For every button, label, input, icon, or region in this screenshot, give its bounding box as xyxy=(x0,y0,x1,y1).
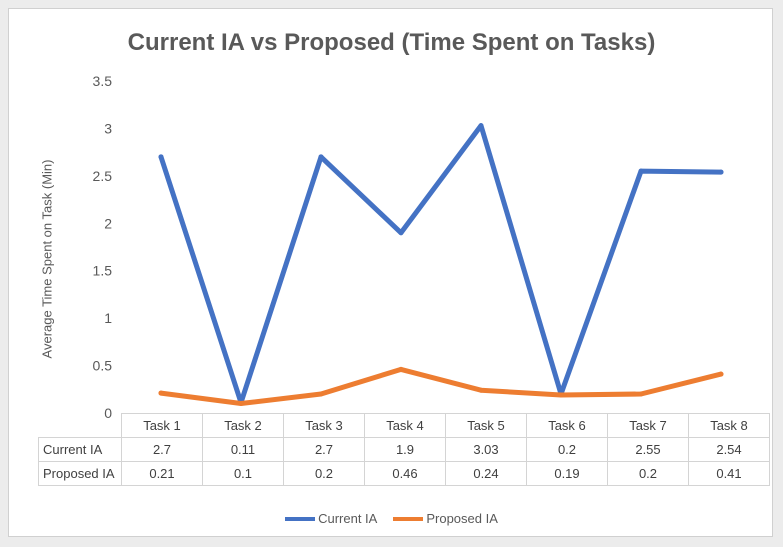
legend-item-proposed-ia: Proposed IA xyxy=(393,511,498,526)
y-tick-label: 0 xyxy=(104,405,112,421)
legend-label: Proposed IA xyxy=(426,511,498,526)
y-tick-label: 3.5 xyxy=(93,73,113,89)
table-row: Proposed IA 0.21 0.1 0.2 0.46 0.24 0.19 … xyxy=(38,461,770,486)
data-point xyxy=(558,392,564,398)
data-label: 0.1 xyxy=(202,461,284,486)
y-tick-label: 0.5 xyxy=(93,358,113,374)
table-corner xyxy=(38,413,122,438)
legend-label: Current IA xyxy=(318,511,378,526)
y-tick-label: 3 xyxy=(104,120,112,136)
data-label: 0.19 xyxy=(526,461,608,486)
table-category: Task 2 xyxy=(202,413,284,438)
y-tick-label: 1 xyxy=(104,310,112,326)
table-category: Task 4 xyxy=(364,413,446,438)
chart-title: Current IA vs Proposed (Time Spent on Ta… xyxy=(127,29,656,56)
legend-item-current-ia: Current IA xyxy=(285,511,377,526)
data-point xyxy=(238,401,244,407)
data-point xyxy=(718,371,724,377)
data-point xyxy=(398,366,404,372)
series-name-cell: Current IA xyxy=(38,437,122,462)
data-label: 0.41 xyxy=(688,461,770,486)
table-category: Task 6 xyxy=(526,413,608,438)
data-point xyxy=(638,168,644,174)
data-label: 2.55 xyxy=(607,437,689,462)
data-point xyxy=(638,391,644,397)
series-line xyxy=(158,366,724,406)
data-point xyxy=(318,154,324,160)
y-tick-label: 2 xyxy=(104,215,112,231)
chart-frame: Current IA vs Proposed (Time Spent on Ta… xyxy=(8,8,773,537)
data-point xyxy=(478,387,484,393)
table-category: Task 1 xyxy=(121,413,203,438)
table-category: Task 3 xyxy=(283,413,365,438)
data-point xyxy=(158,390,164,396)
data-label: 0.2 xyxy=(283,461,365,486)
plot-area: 0 0.5 1 1.5 2 2.5 3 3.5 xyxy=(93,73,724,421)
data-label: 0.2 xyxy=(607,461,689,486)
data-label: 0.11 xyxy=(202,437,284,462)
data-point xyxy=(398,230,404,236)
table-category: Task 5 xyxy=(445,413,527,438)
series-name-cell: Proposed IA xyxy=(38,461,122,486)
data-point xyxy=(478,123,484,129)
series-line xyxy=(158,123,724,406)
data-label: 0.46 xyxy=(364,461,446,486)
data-label: 3.03 xyxy=(445,437,527,462)
table-category: Task 7 xyxy=(607,413,689,438)
data-label: 0.21 xyxy=(121,461,203,486)
data-label: 2.54 xyxy=(688,437,770,462)
data-label: 0.24 xyxy=(445,461,527,486)
legend-swatch xyxy=(393,516,424,521)
data-point xyxy=(318,391,324,397)
data-label: 1.9 xyxy=(364,437,446,462)
legend: Current IA Proposed IA xyxy=(9,511,774,526)
y-tick-label: 2.5 xyxy=(93,168,113,184)
data-point xyxy=(158,154,164,160)
y-tick-label: 1.5 xyxy=(93,263,113,279)
data-table: Task 1 Task 2 Task 3 Task 4 Task 5 Task … xyxy=(38,413,770,486)
table-category: Task 8 xyxy=(688,413,770,438)
table-row: Current IA 2.7 0.11 2.7 1.9 3.03 0.2 2.5… xyxy=(38,437,770,462)
data-label: 2.7 xyxy=(121,437,203,462)
data-label: 2.7 xyxy=(283,437,365,462)
category-row: Task 1 Task 2 Task 3 Task 4 Task 5 Task … xyxy=(38,413,770,438)
legend-swatch xyxy=(285,516,316,521)
data-label: 0.2 xyxy=(526,437,608,462)
data-point xyxy=(718,169,724,175)
